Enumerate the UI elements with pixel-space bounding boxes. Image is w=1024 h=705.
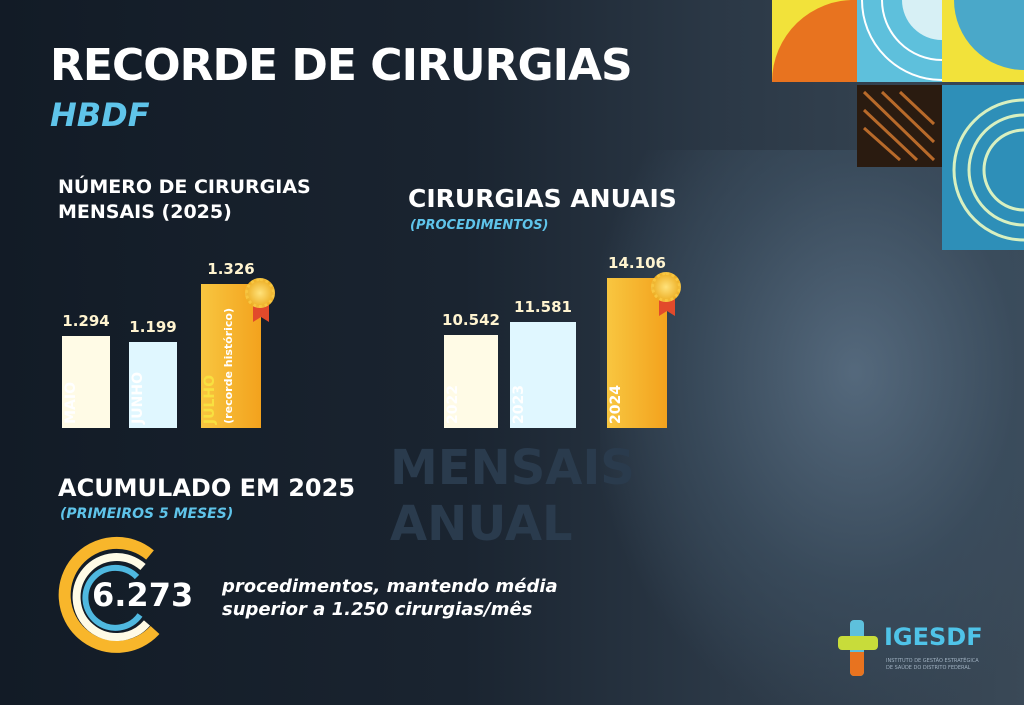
bar-2022: 2022 [444,335,498,428]
bar-junho: JUNHO [129,342,177,428]
annual-chart-title: CIRURGIAS ANUAIS [408,184,677,213]
category-label: JULHO [202,374,218,424]
decorative-pattern [772,0,1024,250]
bar-2024: 2024 [607,272,681,428]
record-annotation: (recorde histórico) [222,308,235,424]
value-label: 1.326 [207,260,255,278]
logo-tagline2: DE SAÚDE DO DISTRITO FEDERAL [886,664,971,671]
medal-icon [245,278,275,308]
accumulated-title: ACUMULADO EM 2025 [58,474,356,502]
watermark-mensais: MENSAIS [390,440,635,496]
bar-2023: 2023 [510,322,576,428]
accumulated-subtitle: (PRIMEIROS 5 MESES) [60,506,234,522]
category-label: 2024 [608,385,624,424]
category-label: MAIO [63,382,79,424]
category-label: 2022 [445,385,461,424]
category-label: JUNHO [130,372,146,424]
value-label: 14.106 [608,254,666,272]
value-label: 1.294 [62,312,110,330]
accumulated-ring [58,536,160,653]
logo-tagline1: INSTITUTO DE GESTÃO ESTRATÉGICA [886,658,979,664]
bar-julho: JULHO (recorde histórico) [201,278,275,428]
accumulated-value: 6.273 [92,576,194,614]
page-subtitle: HBDF [50,96,150,134]
accumulated-text-line2: superior a 1.250 cirurgias/mês [222,598,533,620]
medal-icon [651,272,681,302]
watermark-anual: ANUAL [390,496,573,552]
accumulated-text: procedimentos, mantendo média superior a… [222,576,558,621]
value-label: 11.581 [514,298,572,316]
value-label: 1.199 [129,318,177,336]
page-title: RECORDE DE CIRURGIAS [50,40,633,91]
accumulated-text-line1: procedimentos, mantendo média [222,576,558,597]
bar-maio: MAIO [62,336,110,428]
monthly-chart-title: NÚMERO DE CIRURGIAS MENSAIS (2025) [58,176,311,223]
annual-chart-subtitle: (PROCEDIMENTOS) [410,218,549,233]
category-label: 2023 [511,385,527,424]
logo-name: IGESDF [884,623,983,651]
value-label: 10.542 [442,311,500,329]
